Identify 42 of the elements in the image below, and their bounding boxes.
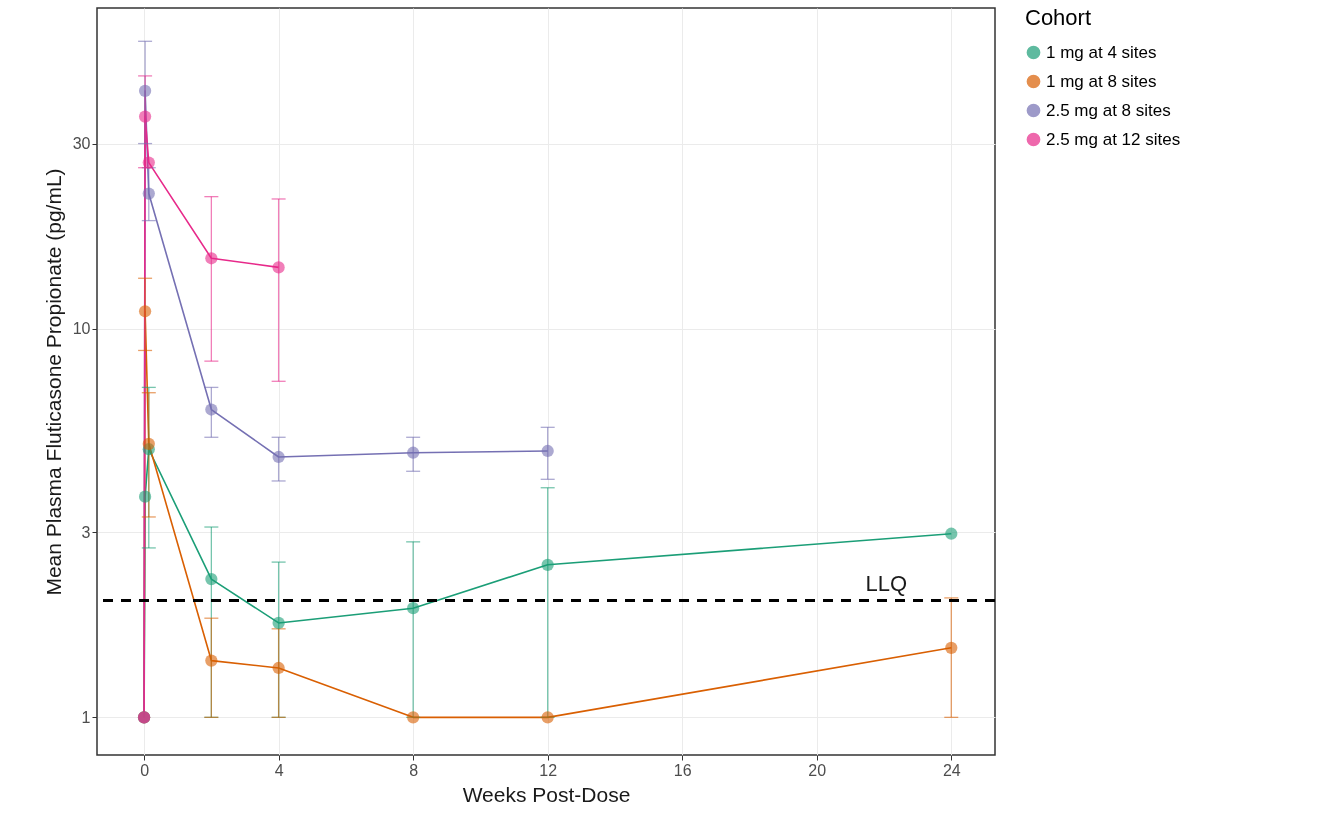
point: [272, 261, 285, 274]
y-tick-label: 30: [72, 135, 91, 153]
legend-label: 1 mg at 8 sites: [1046, 71, 1157, 91]
point: [138, 84, 152, 97]
point: [205, 252, 218, 265]
point: [541, 444, 554, 458]
point: [945, 641, 958, 654]
ref-line-label: LLQ: [865, 571, 907, 597]
point: [142, 156, 155, 169]
legend-label: 2.5 mg at 12 sites: [1046, 129, 1181, 149]
x-tick-label: 4: [274, 761, 284, 779]
point: [205, 572, 218, 586]
x-tick-label: 0: [140, 761, 150, 779]
y-tick-label: 10: [72, 320, 91, 338]
x-tick-label: 16: [673, 761, 692, 779]
legend-title: Cohort: [1025, 5, 1092, 30]
point: [945, 527, 958, 540]
legend-label: 1 mg at 4 sites: [1046, 42, 1157, 62]
x-tick-label: 24: [942, 761, 961, 779]
point: [407, 602, 420, 615]
point: [272, 450, 285, 464]
point: [541, 711, 554, 724]
point: [407, 711, 420, 724]
x-axis-title: Weeks Post-Dose: [462, 782, 631, 806]
point: [541, 558, 554, 571]
x-tick-label: 20: [808, 761, 827, 779]
point: [205, 654, 218, 667]
point: [272, 616, 285, 630]
point: [407, 446, 420, 459]
y-tick-label: 3: [81, 523, 91, 541]
point: [272, 661, 285, 675]
point: [205, 403, 218, 416]
point: [138, 490, 152, 503]
y-tick-label: 1: [81, 708, 91, 726]
point: [138, 110, 152, 123]
y-axis-title: Mean Plasma Fluticasone Propionate (pg/mL): [41, 168, 65, 596]
point: [142, 187, 155, 200]
point: [138, 305, 152, 318]
x-tick-label: 12: [539, 761, 558, 779]
x-tick-label: 8: [409, 761, 419, 779]
legend-label: 2.5 mg at 8 sites: [1046, 100, 1171, 120]
point: [142, 437, 155, 450]
